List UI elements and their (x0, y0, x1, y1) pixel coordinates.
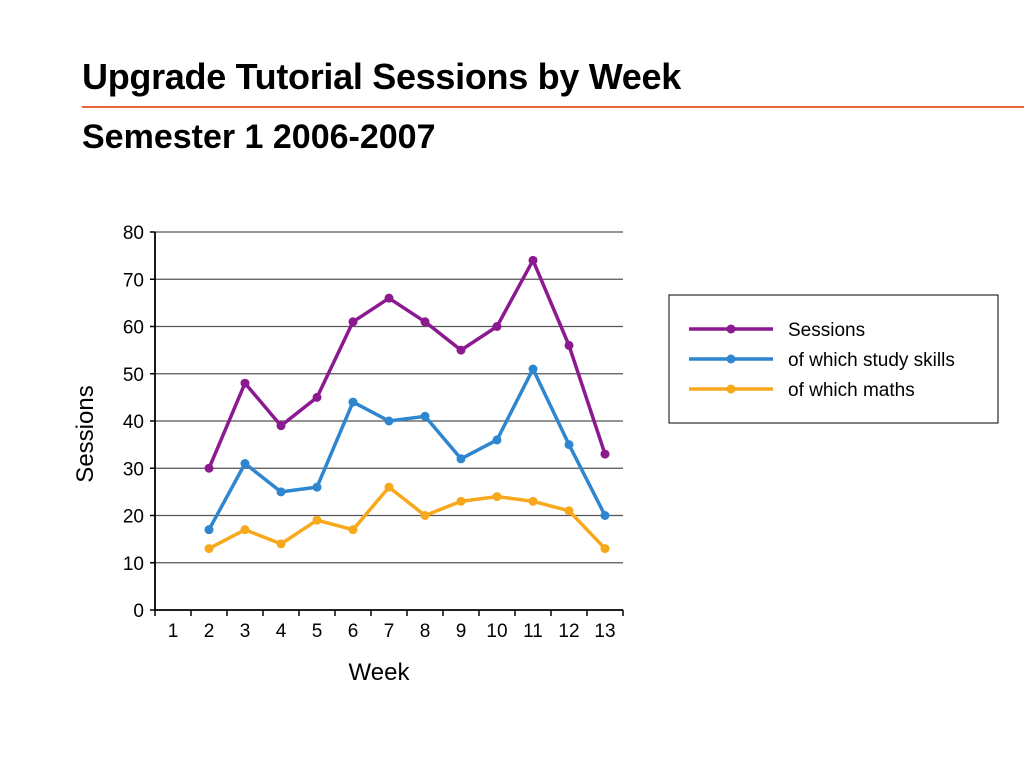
data-point (204, 525, 214, 535)
data-point (600, 449, 610, 459)
grid-lines (155, 231, 623, 564)
slide-subtitle: Semester 1 2006-2007 (82, 118, 436, 156)
data-point (204, 544, 214, 554)
data-point (492, 435, 502, 445)
data-point (600, 544, 610, 554)
data-point (456, 454, 466, 464)
series-lines (207, 258, 607, 551)
x-tick-label: 5 (312, 621, 323, 642)
data-point (312, 515, 322, 525)
data-point (528, 364, 538, 374)
data-point (420, 511, 430, 520)
data-point (240, 459, 250, 469)
legend: Sessions of which study skills of which ma… (668, 294, 999, 424)
data-point (276, 539, 286, 549)
x-tick-label: 13 (594, 621, 615, 642)
x-tick-label: 12 (558, 621, 579, 642)
data-point (420, 411, 430, 421)
y-tick-label: 0 (133, 601, 144, 622)
legend-label: Sessions (788, 320, 865, 341)
series-line-2 (207, 367, 607, 531)
x-tick-label: 4 (276, 621, 287, 642)
chart-axes (150, 231, 624, 616)
data-point (348, 525, 358, 535)
y-tick-label: 50 (123, 365, 144, 386)
x-tick-label: 6 (348, 621, 359, 642)
x-tick-label: 10 (486, 621, 507, 642)
data-point (240, 525, 250, 535)
data-point (564, 340, 574, 350)
y-tick-labels: 0 10 20 30 40 50 60 70 80 (123, 223, 144, 622)
y-tick-label: 20 (123, 507, 144, 528)
data-point (456, 496, 466, 506)
data-point (456, 345, 466, 355)
data-point (240, 378, 250, 388)
y-tick-label: 10 (123, 554, 144, 575)
x-axis-title: Week (349, 659, 411, 686)
data-point (312, 482, 322, 492)
data-point (204, 463, 214, 473)
x-tick-labels: 1 2 3 4 5 6 7 8 9 10 11 12 13 (168, 621, 616, 642)
x-tick-label: 8 (420, 621, 431, 642)
data-point (348, 317, 358, 327)
y-tick-label: 70 (123, 270, 144, 291)
data-point (384, 416, 394, 426)
legend-swatch-marker (726, 324, 736, 334)
title-divider (82, 106, 1024, 108)
x-tick-label: 11 (523, 621, 543, 642)
x-tick-label: 1 (168, 621, 179, 642)
data-point (528, 255, 538, 265)
series-line-1 (207, 258, 607, 469)
data-point (276, 487, 286, 497)
slide-title: Upgrade Tutorial Sessions by Week (82, 56, 681, 97)
legend-label: of which study skills (788, 350, 955, 371)
x-tick-label: 7 (384, 621, 395, 642)
data-point (492, 322, 502, 331)
data-point (564, 440, 574, 450)
y-tick-label: 30 (123, 459, 144, 480)
legend-label: of which maths (788, 380, 915, 401)
data-point (492, 492, 502, 502)
series-line-3 (208, 485, 607, 551)
data-point (564, 506, 574, 516)
legend-swatch-marker (726, 354, 736, 364)
data-point (528, 496, 538, 506)
data-point (348, 397, 358, 407)
y-tick-label: 60 (123, 318, 144, 339)
y-axis-title: Sessions (72, 385, 99, 482)
series-points (204, 255, 610, 554)
x-tick-label: 3 (240, 621, 251, 642)
data-point (276, 421, 286, 431)
data-point (420, 317, 430, 327)
y-tick-label: 40 (123, 412, 144, 433)
legend-swatch-marker (726, 384, 736, 394)
data-point (312, 392, 322, 402)
x-tick-label: 9 (456, 621, 467, 642)
data-point (384, 293, 394, 303)
x-tick-label: 2 (204, 621, 215, 642)
data-point (384, 482, 394, 492)
data-point (600, 511, 610, 520)
y-tick-label: 80 (123, 223, 144, 244)
